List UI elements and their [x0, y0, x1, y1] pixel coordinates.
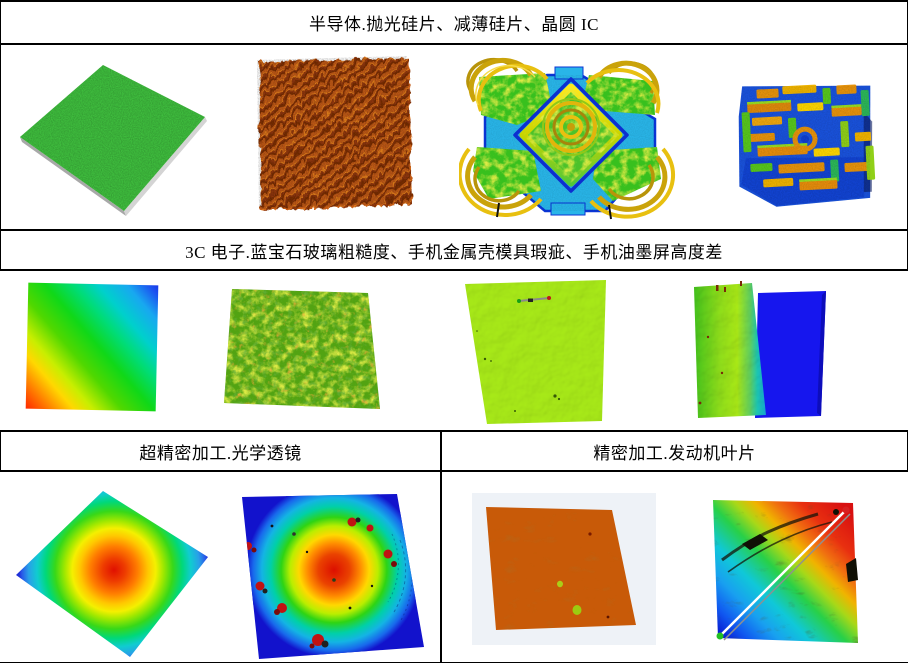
step-lower-plane [755, 291, 826, 418]
image-wafer-ic-maze [738, 84, 876, 207]
row-semiconductor-images [0, 45, 908, 231]
image-lens-defect-square [242, 494, 424, 659]
ic-maze-group [738, 84, 876, 207]
image-blade-orange-surface [472, 493, 656, 645]
precision-title: 精密加工.发动机叶片 [593, 443, 756, 463]
image-sapphire-height-map [25, 282, 159, 412]
row-3c-header: 3C 电子.蓝宝石玻璃粗糙度、手机金属壳模具瑕疵、手机油墨屏高度差 [0, 231, 908, 271]
row-semiconductor-header: 半导体.抛光硅片、减薄硅片、晶圆 IC [0, 0, 908, 45]
image-lens-height-diamond [16, 491, 208, 657]
ultra-precision-header-cell: 超精密加工.光学透镜 [1, 432, 440, 470]
ic-corner-rings [459, 57, 676, 220]
blade-dark-streaks [721, 509, 858, 582]
image-mold-defect-surface [465, 280, 606, 424]
ultra-precision-title: 超精密加工.光学透镜 [139, 443, 302, 463]
row-3c-images [0, 271, 908, 432]
image-cell-divider [440, 472, 442, 662]
image-sapphire-roughness [224, 289, 380, 409]
ic-central-pad [513, 77, 629, 193]
profile-start-marker [716, 632, 724, 640]
profile-line [716, 506, 851, 641]
row-precision-header: 超精密加工.光学透镜 精密加工.发动机叶片 [0, 432, 908, 472]
semiconductor-title: 半导体.抛光硅片、减薄硅片、晶圆 IC [309, 15, 599, 34]
profile-line [517, 296, 551, 303]
row-precision-images [0, 472, 908, 663]
image-blade-profile-map [713, 500, 858, 643]
profile-end-marker [842, 506, 850, 514]
profile-start-marker [517, 299, 521, 303]
blade-surface-spots [557, 532, 610, 619]
image-thinned-wafer [257, 56, 411, 209]
image-polished-wafer [20, 65, 207, 216]
precision-header-cell: 精密加工.发动机叶片 [442, 432, 907, 470]
surface-specks [476, 330, 561, 412]
profile-end-marker [547, 296, 551, 300]
image-wafer-ic-rings [459, 57, 676, 220]
image-ink-screen-step [694, 281, 826, 418]
electronics-3c-title: 3C 电子.蓝宝石玻璃粗糙度、手机金属壳模具瑕疵、手机油墨屏高度差 [185, 242, 723, 262]
header-cell-divider [440, 432, 442, 470]
step-specks [698, 281, 742, 405]
